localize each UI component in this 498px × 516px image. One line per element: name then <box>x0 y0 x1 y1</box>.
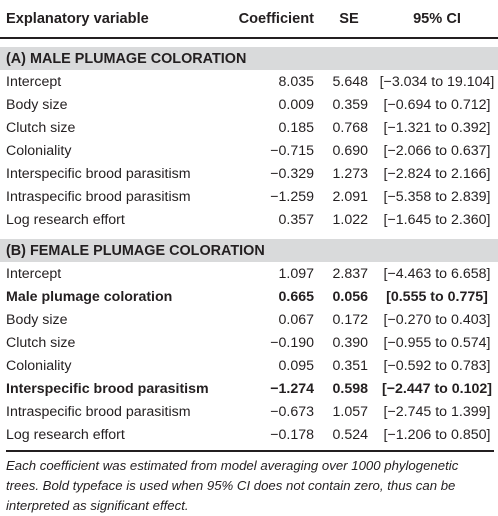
variable-cell: Log research effort <box>6 426 125 443</box>
variable-cell: Coloniality <box>6 142 72 159</box>
table-row: Intraspecific brood parasitism −1.259 2.09… <box>0 185 498 208</box>
coefficient-cell: 0.095 <box>278 357 314 374</box>
section-title: (A) MALE PLUMAGE COLORATION <box>0 47 498 70</box>
se-cell: 1.273 <box>332 165 368 182</box>
table-row: Clutch size −0.190 0.390 [−0.955 to 0.574] <box>0 331 498 354</box>
section-title: (B) FEMALE PLUMAGE COLORATION <box>0 239 498 262</box>
ci-cell: [−2.447 to 0.102] <box>381 380 492 397</box>
spacer-row <box>0 38 498 47</box>
header-variable: Explanatory variable <box>0 0 228 39</box>
se-cell: 1.022 <box>332 211 368 228</box>
header-coefficient: Coefficient <box>228 0 322 39</box>
ci-cell: [−0.270 to 0.403] <box>383 311 491 328</box>
table-row: Interspecific brood parasitism −0.329 1.27… <box>0 162 498 185</box>
header-se: SE <box>322 0 376 39</box>
se-cell: 0.056 <box>332 288 368 305</box>
section-header-row: (B) FEMALE PLUMAGE COLORATION <box>0 239 498 262</box>
variable-cell: Log research effort <box>6 211 125 228</box>
coefficient-cell: 0.185 <box>278 119 314 136</box>
table-row: Intraspecific brood parasitism −0.673 1.05… <box>0 400 498 423</box>
coefficient-cell: 1.097 <box>278 265 314 282</box>
se-cell: 0.351 <box>332 357 368 374</box>
variable-cell: Clutch size <box>6 119 76 136</box>
table-row: Log research effort 0.357 1.022 [−1.645 to … <box>0 208 498 231</box>
se-cell: 0.359 <box>332 96 368 113</box>
header-row: Explanatory variable Coefficient SE 95% … <box>0 0 498 39</box>
coefficient-cell: −0.190 <box>270 334 314 351</box>
variable-cell: Body size <box>6 311 68 328</box>
table-row: Coloniality 0.095 0.351 [−0.592 to 0.783] <box>0 354 498 377</box>
table-row: Intercept 8.035 5.648 [−3.034 to 19.104] <box>0 70 498 93</box>
ci-cell: [−0.694 to 0.712] <box>383 96 491 113</box>
ci-cell: [−3.034 to 19.104] <box>379 73 495 90</box>
variable-cell: Coloniality <box>6 357 72 374</box>
table-caption: Each coefficient was estimated from mode… <box>6 450 494 516</box>
ci-cell: [−5.358 to 2.839] <box>383 188 491 205</box>
se-cell: 5.648 <box>332 73 368 90</box>
se-cell: 1.057 <box>332 403 368 420</box>
ci-cell: [−0.955 to 0.574] <box>383 334 491 351</box>
variable-cell: Body size <box>6 96 68 113</box>
coefficient-cell: −1.259 <box>270 188 314 205</box>
coefficient-cell: 0.067 <box>278 311 314 328</box>
variable-cell: Interspecific brood parasitism <box>6 165 191 182</box>
table-row: Body size 0.009 0.359 [−0.694 to 0.712] <box>0 93 498 116</box>
ci-cell: [−1.321 to 0.392] <box>383 119 491 136</box>
coefficient-cell: 0.009 <box>278 96 314 113</box>
ci-cell: [−4.463 to 6.658] <box>383 265 491 282</box>
se-cell: 2.091 <box>332 188 368 205</box>
variable-cell: Intraspecific brood parasitism <box>6 188 191 205</box>
table-row: Male plumage coloration 0.665 0.056 [0.555 … <box>0 285 498 308</box>
coefficient-cell: 8.035 <box>278 73 314 90</box>
table-row: Interspecific brood parasitism −1.274 0.59… <box>0 377 498 400</box>
variable-cell: Intraspecific brood parasitism <box>6 403 191 420</box>
header-ci: 95% CI <box>376 0 498 39</box>
ci-cell: [−2.824 to 2.166] <box>383 165 491 182</box>
table-body: (A) MALE PLUMAGE COLORATION Intercept 8.03… <box>0 38 498 446</box>
coefficient-cell: −0.329 <box>270 165 314 182</box>
spacer-row <box>0 231 498 239</box>
se-cell: 0.768 <box>332 119 368 136</box>
variable-cell: Male plumage coloration <box>6 288 173 305</box>
coefficient-cell: 0.357 <box>278 211 314 228</box>
spacer-cell <box>0 231 498 239</box>
table-row: Body size 0.067 0.172 [−0.270 to 0.403] <box>0 308 498 331</box>
se-cell: 0.690 <box>332 142 368 159</box>
variable-cell: Interspecific brood parasitism <box>6 380 209 397</box>
se-cell: 0.172 <box>332 311 368 328</box>
ci-cell: [−1.206 to 0.850] <box>383 426 491 443</box>
table-row: Clutch size 0.185 0.768 [−1.321 to 0.392] <box>0 116 498 139</box>
se-cell: 0.598 <box>332 380 368 397</box>
se-cell: 2.837 <box>332 265 368 282</box>
coefficient-cell: −0.715 <box>270 142 314 159</box>
table-row: Log research effort −0.178 0.524 [−1.206 to… <box>0 423 498 446</box>
variable-cell: Intercept <box>6 73 62 90</box>
coefficient-cell: −0.673 <box>270 403 314 420</box>
ci-cell: [0.555 to 0.775] <box>386 288 488 305</box>
ci-cell: [−2.745 to 1.399] <box>383 403 491 420</box>
ci-cell: [−0.592 to 0.783] <box>383 357 491 374</box>
section-header-row: (A) MALE PLUMAGE COLORATION <box>0 47 498 70</box>
ci-cell: [−2.066 to 0.637] <box>383 142 491 159</box>
variable-cell: Clutch size <box>6 334 76 351</box>
coefficients-table: Explanatory variable Coefficient SE 95% … <box>0 0 498 446</box>
spacer-cell <box>0 38 498 47</box>
coefficient-cell: −0.178 <box>270 426 314 443</box>
ci-cell: [−1.645 to 2.360] <box>383 211 491 228</box>
table-row: Coloniality −0.715 0.690 [−2.066 to 0.637] <box>0 139 498 162</box>
coefficient-cell: −1.274 <box>270 380 314 397</box>
se-cell: 0.524 <box>332 426 368 443</box>
se-cell: 0.390 <box>332 334 368 351</box>
coefficient-cell: 0.665 <box>278 288 314 305</box>
variable-cell: Intercept <box>6 265 62 282</box>
table-row: Intercept 1.097 2.837 [−4.463 to 6.658] <box>0 262 498 285</box>
